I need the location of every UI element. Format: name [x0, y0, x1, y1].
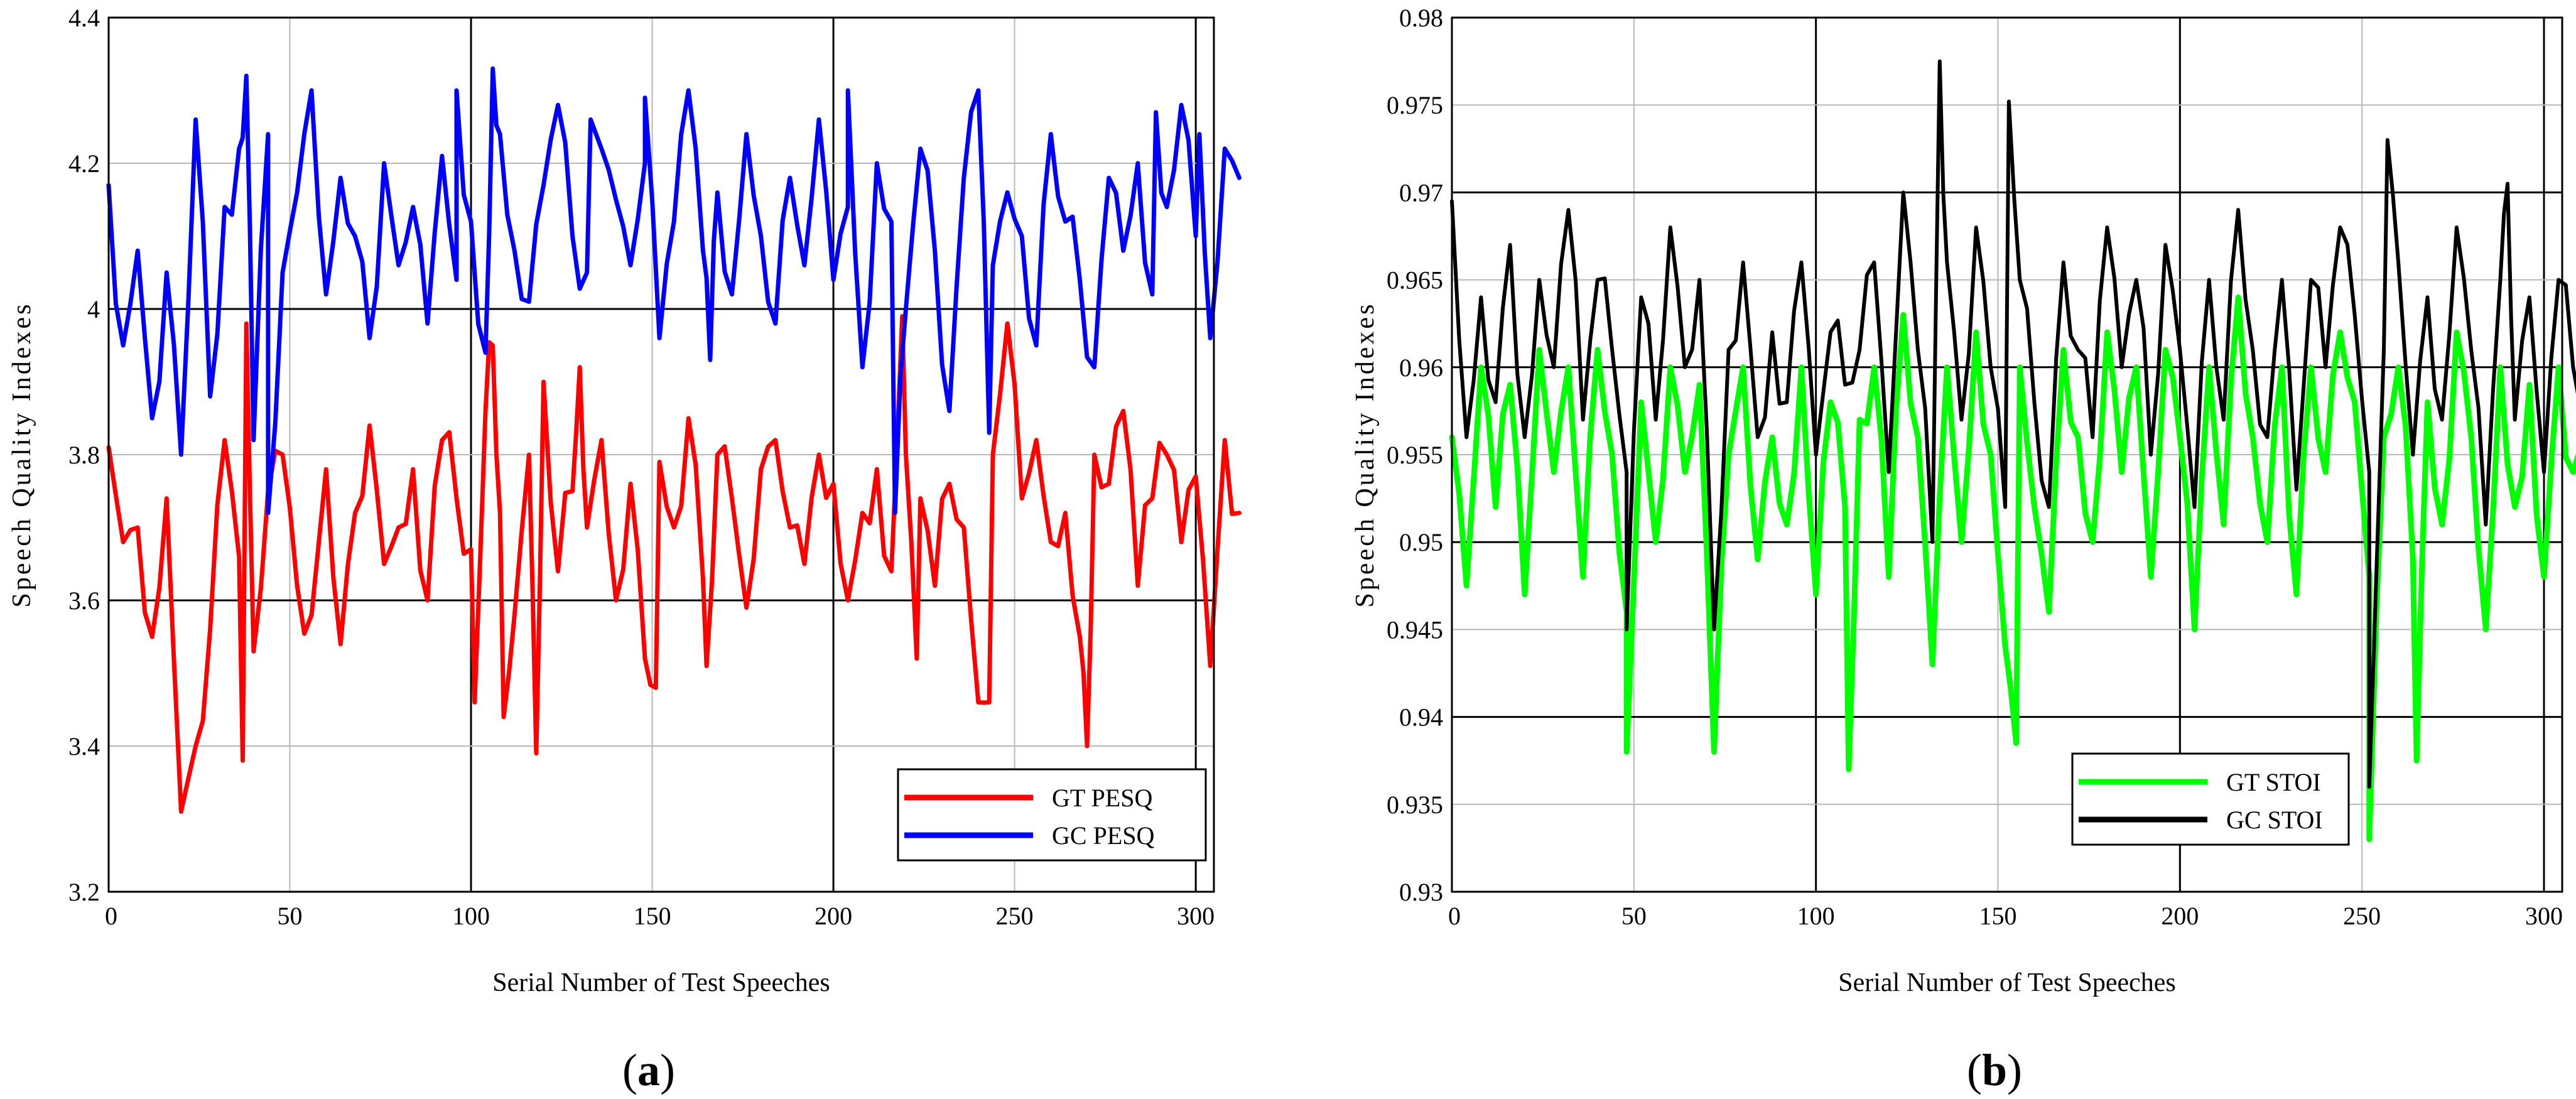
plot-frame-a [107, 16, 1215, 893]
x-tick-label: 300 [2525, 902, 2563, 930]
y-tick-label: 4.2 [68, 149, 100, 178]
panel-label-a: (a) [622, 1045, 675, 1095]
chart-panel-a: 0 50 100 150 200 250 300 3.2 3.4 3.6 3.8 4 4.2 4.4 S… [8, 4, 1242, 1095]
series-lines-a [106, 66, 1242, 814]
x-tick-label: 250 [2343, 902, 2381, 930]
y-tick-label: 0.94 [1399, 703, 1443, 732]
x-tick-label: 150 [634, 902, 671, 930]
panel-letter-a: a [637, 1045, 660, 1095]
y-tick-label: 0.975 [1387, 91, 1443, 119]
y-tick-label: 0.98 [1399, 4, 1443, 32]
x-axis-label-a: Serial Number of Test Speeches [492, 968, 830, 997]
y-tick-label: 3.6 [68, 587, 100, 615]
y-tick-label: 3.4 [68, 732, 100, 761]
x-tick-label: 200 [814, 902, 852, 930]
x-tick-label: 50 [1621, 902, 1647, 930]
x-tick-labels-a: 0 50 100 150 200 250 300 [105, 902, 1215, 930]
legend-a: GT PESQ GC PESQ [897, 768, 1207, 862]
plot-frame-b [1451, 16, 2563, 893]
y-tick-label: 4 [87, 295, 100, 323]
x-tick-label: 300 [1177, 902, 1215, 930]
x-axis-label-b: Serial Number of Test Speeches [1838, 968, 2175, 997]
y-tick-label: 0.93 [1399, 878, 1443, 906]
x-tick-label: 100 [452, 902, 490, 930]
x-tick-label: 0 [105, 902, 117, 930]
x-tick-label: 150 [1979, 902, 2017, 930]
y-tick-label: 0.96 [1399, 354, 1443, 382]
x-tick-label: 250 [996, 902, 1034, 930]
series-line-gt-stoi [1449, 294, 2576, 842]
y-tick-label: 0.955 [1387, 441, 1443, 469]
x-tick-label: 0 [1448, 902, 1461, 930]
legend-box-a [897, 768, 1207, 862]
legend-label-gc-stoi: GC STOI [2226, 806, 2323, 834]
legend-label-gt-stoi: GT STOI [2226, 768, 2321, 796]
legend-b: GT STOI GC STOI [2071, 752, 2350, 846]
series-line-gc-stoi [1450, 59, 2576, 789]
y-tick-label: 0.935 [1387, 791, 1443, 819]
y-axis-label-a: Speech Quality Indexes [8, 302, 36, 608]
x-tick-labels-b: 0 50 100 150 200 250 300 [1448, 902, 2563, 930]
y-tick-label: 0.97 [1399, 178, 1443, 207]
legend-label-gt-pesq: GT PESQ [1052, 784, 1153, 812]
panel-label-b: (b) [1967, 1045, 2022, 1095]
y-tick-label: 0.965 [1387, 266, 1443, 295]
chart-panel-b: 0 50 100 150 200 250 300 0.930.9350.940.9450.9… [1351, 4, 2576, 1095]
x-tick-label: 100 [1797, 902, 1835, 930]
y-tick-label: 3.2 [68, 878, 100, 906]
panel-letter-b: b [1982, 1045, 2007, 1095]
series-lines-b [1449, 59, 2576, 842]
legend-box-b [2071, 752, 2350, 846]
legend-label-gc-pesq: GC PESQ [1052, 821, 1154, 850]
y-tick-labels-a: 3.2 3.4 3.6 3.8 4 4.2 4.4 [68, 4, 100, 906]
x-tick-label: 50 [278, 902, 303, 930]
y-axis-label-b: Speech Quality Indexes [1351, 302, 1380, 608]
x-tick-label: 200 [2161, 902, 2199, 930]
y-tick-label: 4.4 [68, 4, 100, 32]
y-tick-label: 0.945 [1387, 615, 1443, 644]
y-tick-labels-b: 0.93 0.935 0.94 0.945 0.95 0.955 0.96 0.965 0.97… [1387, 4, 1443, 906]
y-tick-label: 0.95 [1399, 528, 1443, 556]
y-tick-label: 3.8 [68, 441, 100, 469]
series-line-gc-pesq [106, 66, 1242, 516]
series-line-gt-pesq [106, 314, 1242, 814]
